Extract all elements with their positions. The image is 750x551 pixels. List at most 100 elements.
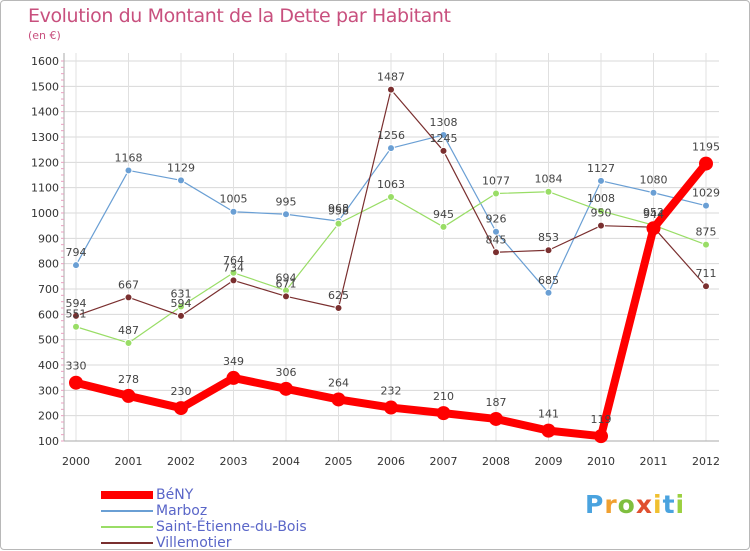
data-label: 694 — [276, 272, 297, 285]
data-label: 1077 — [482, 174, 510, 187]
x-tick-label: 2010 — [587, 455, 615, 468]
data-label: 210 — [433, 390, 454, 403]
data-label: 631 — [171, 287, 192, 300]
y-tick-label: 1500 — [31, 80, 59, 93]
data-point — [702, 282, 710, 291]
data-label: 968 — [328, 202, 349, 215]
logo-letter: P — [585, 490, 605, 519]
data-point — [492, 189, 500, 198]
data-label: 1129 — [167, 161, 195, 174]
data-label: 845 — [486, 233, 507, 246]
data-label: 1080 — [640, 174, 668, 187]
data-point — [387, 85, 395, 94]
x-tick-label: 2008 — [482, 455, 510, 468]
data-point — [436, 406, 451, 421]
x-tick-label: 2011 — [640, 455, 668, 468]
data-label: 232 — [381, 385, 402, 398]
unit-label: (en €) — [28, 29, 61, 42]
y-tick-label: 1600 — [31, 55, 59, 68]
logo-letter: t — [662, 490, 676, 519]
x-tick-label: 2000 — [62, 455, 90, 468]
logo-letter: o — [617, 490, 636, 519]
x-tick-label: 2002 — [167, 455, 195, 468]
legend-label: Saint-Étienne-du-Bois — [156, 519, 307, 535]
y-tick-label: 100 — [38, 435, 59, 448]
data-point — [124, 293, 133, 302]
legend-label: BéNY — [156, 487, 194, 503]
data-point — [492, 227, 500, 236]
y-tick-label: 200 — [38, 410, 59, 423]
legend-swatch — [101, 491, 153, 499]
data-label: 853 — [538, 231, 559, 244]
data-label: 594 — [171, 297, 192, 310]
data-point — [72, 322, 80, 331]
legend-item: Villemotier — [101, 535, 361, 551]
x-tick-label: 2009 — [535, 455, 563, 468]
legend-item: BéNY — [101, 487, 361, 503]
data-point — [597, 221, 605, 230]
chart-title: Evolution du Montant de la Dette par Hab… — [28, 5, 451, 27]
data-point — [331, 392, 346, 407]
data-point — [594, 429, 608, 444]
data-point — [69, 375, 83, 390]
legend-swatch — [101, 526, 153, 528]
data-point — [72, 311, 80, 320]
data-point — [544, 187, 553, 196]
data-label: 119 — [591, 413, 612, 426]
data-label: 958 — [328, 205, 349, 218]
data-point — [387, 144, 395, 153]
data-point — [121, 388, 136, 403]
data-point — [177, 311, 185, 320]
data-label: 278 — [118, 373, 139, 386]
x-tick-label: 2001 — [115, 455, 143, 468]
data-label: 950 — [591, 207, 612, 220]
data-point — [489, 411, 503, 426]
y-tick-label: 1300 — [31, 131, 59, 144]
data-point — [384, 400, 398, 415]
data-label: 487 — [118, 324, 139, 337]
data-point — [177, 176, 185, 185]
data-label: 1063 — [377, 178, 405, 191]
data-label: 625 — [328, 289, 349, 302]
data-point — [439, 222, 448, 231]
x-tick-label: 2007 — [430, 455, 458, 468]
y-tick-label: 800 — [38, 258, 59, 271]
y-tick-label: 300 — [38, 384, 59, 397]
data-point — [439, 146, 448, 155]
data-point — [72, 261, 80, 270]
data-point — [229, 207, 238, 216]
data-label: 594 — [66, 297, 87, 310]
data-point — [334, 304, 343, 312]
data-label: 306 — [276, 366, 297, 379]
data-label: 685 — [538, 274, 559, 287]
y-tick-label: 1400 — [31, 106, 59, 119]
data-label: 945 — [433, 208, 454, 221]
data-label: 330 — [66, 360, 87, 373]
data-label: 1308 — [430, 116, 458, 129]
data-point — [699, 156, 713, 171]
data-label: 671 — [276, 277, 297, 290]
y-tick-label: 500 — [38, 334, 59, 347]
legend-swatch — [101, 510, 153, 512]
legend-swatch — [101, 542, 153, 544]
data-point — [649, 188, 658, 197]
x-tick-label: 2003 — [220, 455, 248, 468]
y-tick-label: 400 — [38, 359, 59, 372]
data-point — [492, 248, 500, 257]
data-label: 1487 — [377, 71, 405, 84]
data-point — [229, 268, 238, 277]
data-point — [702, 201, 710, 210]
data-point — [702, 240, 710, 249]
y-tick-label: 1000 — [31, 207, 59, 220]
data-point — [387, 193, 395, 202]
data-label: 1256 — [377, 129, 405, 142]
data-label: 926 — [486, 213, 507, 226]
x-tick-label: 2012 — [692, 455, 720, 468]
data-label: 1084 — [535, 173, 563, 186]
data-label: 264 — [328, 376, 349, 389]
data-point — [282, 210, 290, 219]
x-tick-label: 2006 — [377, 455, 405, 468]
data-label: 711 — [696, 267, 717, 280]
data-point — [124, 338, 133, 347]
